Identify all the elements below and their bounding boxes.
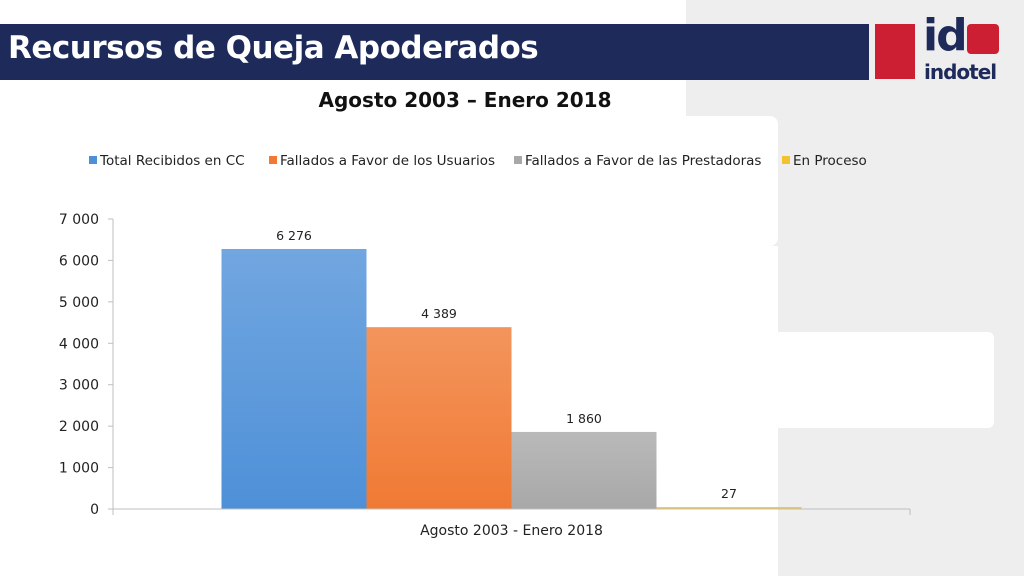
- data-label: 1 860: [566, 411, 602, 426]
- y-tick-label: 1 000: [59, 461, 99, 477]
- legend-swatch: [269, 156, 277, 164]
- legend-label: Fallados a Favor de los Usuarios: [280, 153, 495, 169]
- title-bar: [0, 24, 869, 80]
- y-tick-label: 2 000: [59, 419, 99, 435]
- slide-title: Recursos de Queja Apoderados: [8, 30, 539, 66]
- x-axis: Agosto 2003 - Enero 2018: [112, 508, 911, 539]
- y-tick-label: 0: [90, 502, 99, 518]
- bar: [366, 327, 512, 509]
- y-tick-label: 6 000: [59, 253, 99, 269]
- bar: [656, 507, 802, 509]
- y-tick-label: 5 000: [59, 295, 99, 311]
- chart-legend: Total Recibidos en CC Fallados a Favor de…: [89, 153, 867, 169]
- background-white-tab: [686, 116, 778, 246]
- y-tick-label: 7 000: [59, 212, 99, 228]
- logo-text: indotel: [924, 60, 997, 84]
- legend-label: Total Recibidos en CC: [99, 153, 245, 169]
- bar: [511, 431, 657, 509]
- data-label: 27: [721, 486, 737, 501]
- legend-swatch: [782, 156, 790, 164]
- y-tick-label: 4 000: [59, 336, 99, 352]
- logo-mark: id: [923, 10, 968, 61]
- background-card: [726, 332, 994, 428]
- y-axis: 0 1 000 2 000 3 000 4 000 5 000 6 000 7 000: [59, 212, 114, 518]
- legend-swatch: [514, 156, 522, 164]
- x-tick-label: Agosto 2003 - Enero 2018: [420, 523, 603, 539]
- chart-title: Agosto 2003 – Enero 2018: [318, 88, 612, 112]
- logo-grid-icon: [967, 24, 999, 54]
- logo-red-block: [875, 24, 915, 79]
- bar: [221, 248, 367, 509]
- data-label: 6 276: [276, 228, 312, 243]
- legend-swatch: [89, 156, 97, 164]
- bars: [221, 248, 802, 509]
- y-tick-label: 3 000: [59, 378, 99, 394]
- data-labels: 6 276 4 389 1 860 27: [276, 228, 737, 501]
- legend-label: En Proceso: [793, 153, 867, 169]
- legend-label: Fallados a Favor de las Prestadoras: [525, 153, 761, 169]
- data-label: 4 389: [421, 306, 457, 321]
